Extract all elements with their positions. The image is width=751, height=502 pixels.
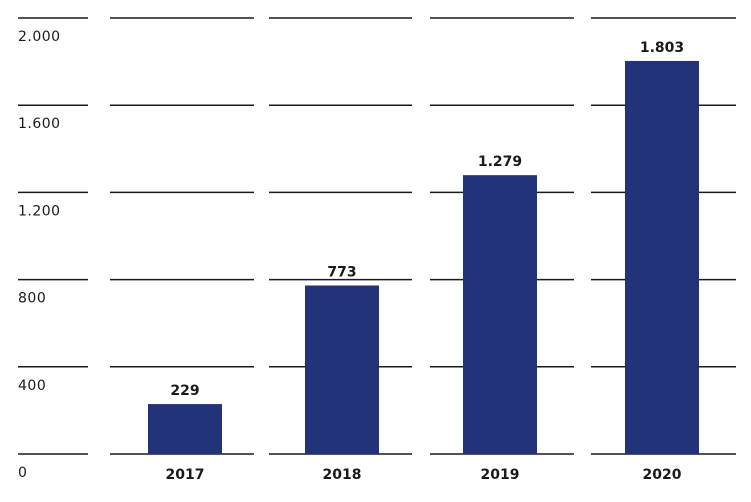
y-tick-label: 0 [18, 465, 27, 481]
y-axis-ticks: 0 400 800 1.200 1.600 2.000 [18, 29, 61, 481]
x-axis-categories: 2017 2018 2019 2020 [166, 467, 682, 483]
y-tick-label: 1.200 [18, 203, 61, 219]
data-label: 229 [170, 383, 199, 399]
y-tick-label: 400 [18, 378, 46, 394]
bar [463, 175, 537, 455]
x-category-label: 2017 [166, 467, 205, 483]
x-category-label: 2020 [643, 467, 682, 483]
data-label: 1.803 [640, 40, 684, 56]
x-category-label: 2018 [323, 467, 362, 483]
y-tick-label: 1.600 [18, 116, 61, 132]
data-label: 1.279 [478, 154, 522, 170]
data-label: 773 [327, 264, 356, 280]
bar [305, 285, 379, 454]
y-tick-label: 2.000 [18, 29, 61, 45]
x-category-label: 2019 [481, 467, 520, 483]
bars [148, 60, 699, 455]
y-tick-label: 800 [18, 291, 46, 307]
bar [625, 60, 699, 455]
data-labels: 229 773 1.279 1.803 [170, 40, 684, 399]
bar [148, 404, 222, 454]
